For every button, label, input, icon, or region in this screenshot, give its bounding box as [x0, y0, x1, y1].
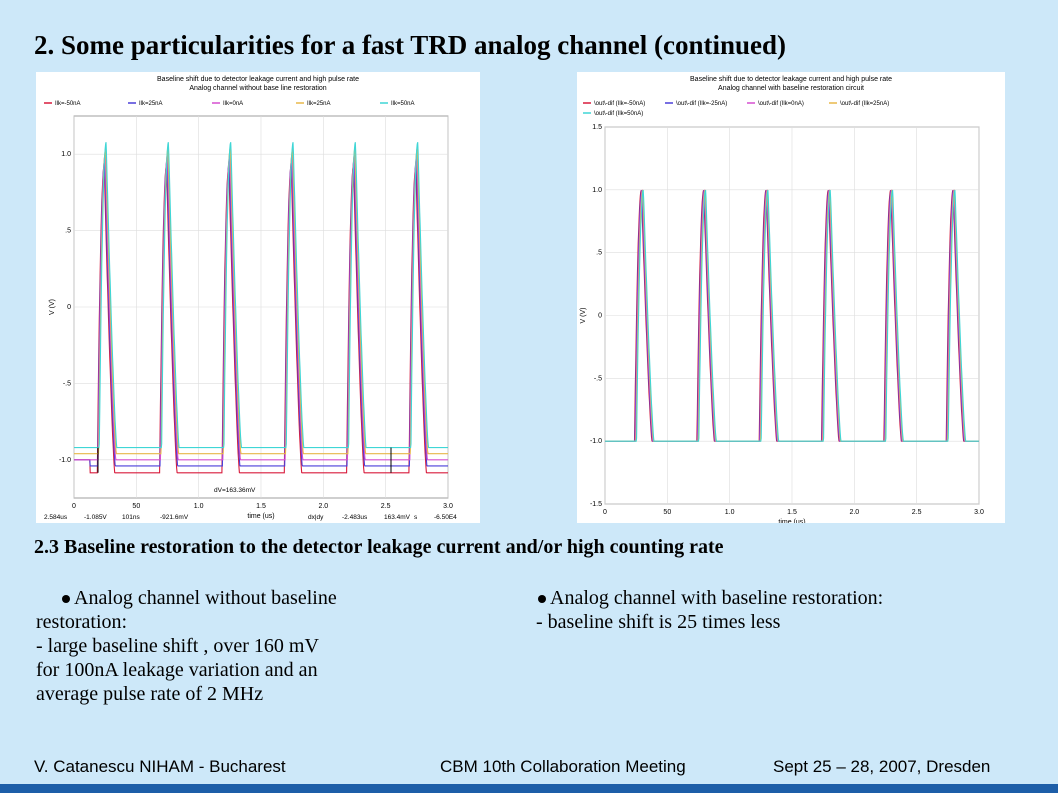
legend-2-label-3: \out\-dif (Ilk=25nA) — [840, 101, 889, 107]
chart-with-restoration: Baseline shift due to detector leakage c… — [577, 72, 1005, 523]
chart-1-xtick-0: 0 — [72, 503, 76, 510]
chart-1-status-7: s — [414, 514, 418, 521]
chart-1-ytick-4: -1.0 — [59, 457, 71, 464]
footer-author: V. Catanescu NIHAM - Bucharest — [34, 757, 286, 776]
chart-1-ytick-3: -.5 — [63, 380, 71, 387]
right-bullet-line-1: Analog channel with baseline restoration… — [538, 586, 883, 610]
chart-1-status-4: dx|dy — [308, 514, 324, 521]
chart-2-ytick-0: 1.5 — [592, 124, 602, 131]
bullet-dot-icon — [538, 595, 546, 604]
right-bullet-text-1: Analog channel with baseline restoration… — [550, 587, 884, 609]
chart-2-series-4 — [605, 189, 979, 442]
chart-1-xtick-5: 2.5 — [381, 503, 391, 510]
section-subtitle: 2.3 Baseline restoration to the detector… — [34, 536, 724, 558]
chart-1-ylabel: V (V) — [49, 299, 56, 315]
bottom-bar — [0, 784, 1058, 793]
footer-meeting: CBM 10th Collaboration Meeting — [440, 757, 686, 776]
chart-2-xtick-2: 1.0 — [725, 509, 735, 516]
chart-1-xtick-4: 2.0 — [318, 503, 328, 510]
chart-2-svg: Baseline shift due to detector leakage c… — [580, 76, 984, 523]
chart-2-ytick-1: 1.0 — [592, 187, 602, 194]
chart-2-xtick-4: 2.0 — [849, 509, 859, 516]
chart-1-status-2: 101ns — [122, 514, 140, 521]
chart-1-ytick-2: 0 — [67, 304, 71, 311]
chart-2-xtick-6: 3.0 — [974, 509, 984, 516]
chart-1-ytick-1: .5 — [65, 228, 71, 235]
chart-1-svg: Baseline shift due to detector leakage c… — [44, 76, 457, 521]
chart-1-series-0 — [74, 166, 448, 474]
chart-1-subtitle: Analog channel without base line restora… — [189, 85, 326, 92]
right-bullet: Analog channel with baseline restoration… — [536, 586, 883, 634]
chart-2-xlabel: time (us) — [778, 519, 805, 523]
chart-1-title: Baseline shift due to detector leakage c… — [157, 76, 359, 83]
chart-1-status-0: 2.584us — [44, 514, 68, 521]
chart-1-status-8: -6.50E4 — [434, 514, 457, 521]
chart-2-subtitle: Analog channel with baseline restoration… — [718, 85, 864, 92]
chart-2-ylabel: V (V) — [580, 308, 587, 324]
chart-1-ytick-0: 1.0 — [61, 151, 71, 158]
chart-1-xtick-3: 1.5 — [256, 503, 266, 510]
legend-1-label-4: Ilk=50nA — [391, 101, 415, 107]
legend-2-label-4: \out\-dif (Ilk=50nA) — [594, 111, 643, 117]
left-bullet-line-5: average pulse rate of 2 MHz — [36, 683, 264, 705]
legend-2-label-1: \out\-dif (Ilk=-25nA) — [676, 101, 727, 107]
chart-1-annotation: dV=163.36mV — [214, 487, 256, 494]
chart-1-status-5: -2.483us — [342, 514, 368, 521]
legend-1-label-3: Ilk=25nA — [307, 101, 331, 107]
chart-1-xtick-6: 3.0 — [443, 503, 453, 510]
left-bullet-text-1: Analog channel without baseline — [74, 587, 337, 609]
left-bullet-line-4: for 100nA leakage variation and an — [36, 659, 318, 681]
legend-1-label-2: Ilk=0nA — [223, 101, 243, 107]
chart-1-status-3: -921.6mV — [160, 514, 189, 521]
chart-1-status-6: 163.4mV — [384, 514, 411, 521]
left-bullet: Analog channel without baseline restorat… — [36, 586, 337, 706]
chart-1-xtick-2: 1.0 — [194, 503, 204, 510]
chart-1-series-3 — [74, 147, 448, 455]
chart-2-ytick-5: -1.0 — [590, 438, 602, 445]
left-bullet-line-3: - large baseline shift , over 160 mV — [36, 635, 319, 657]
chart-without-restoration: Baseline shift due to detector leakage c… — [36, 72, 480, 523]
chart-2-ytick-3: 0 — [598, 313, 602, 320]
chart-2-xtick-1: 50 — [663, 509, 671, 516]
chart-2-ytick-2: .5 — [596, 250, 602, 257]
slide-title: 2. Some particularities for a fast TRD a… — [34, 30, 786, 60]
right-bullet-line-2: - baseline shift is 25 times less — [536, 611, 781, 633]
footer-date: Sept 25 – 28, 2007, Dresden — [773, 757, 991, 776]
left-bullet-line-2: restoration: — [36, 611, 128, 633]
chart-2-xtick-3: 1.5 — [787, 509, 797, 516]
legend-1-label-1: Ilk=25nA — [139, 101, 163, 107]
chart-1-series-2 — [74, 154, 448, 461]
chart-2-ytick-4: -.5 — [594, 375, 602, 382]
chart-2-ytick-6: -1.5 — [590, 501, 602, 508]
chart-1-series-4 — [74, 142, 448, 449]
chart-2-title: Baseline shift due to detector leakage c… — [690, 76, 892, 83]
legend-2-label-0: \out\-dif (Ilk=-50nA) — [594, 101, 645, 107]
chart-1-series-1 — [74, 160, 448, 467]
legend-1-label-0: Ilk=-50nA — [55, 101, 81, 107]
left-bullet-line-1: Analog channel without baseline — [62, 586, 337, 610]
bullet-dot-icon — [62, 595, 70, 604]
chart-1-xtick-1: 50 — [132, 503, 140, 510]
chart-1-xlabel: time (us) — [247, 513, 274, 520]
chart-2-xtick-0: 0 — [603, 509, 607, 516]
legend-2-label-2: \out\-dif (Ilk=0nA) — [758, 101, 804, 107]
chart-2-xtick-5: 2.5 — [912, 509, 922, 516]
chart-1-status-1: -1.085V — [84, 514, 107, 521]
